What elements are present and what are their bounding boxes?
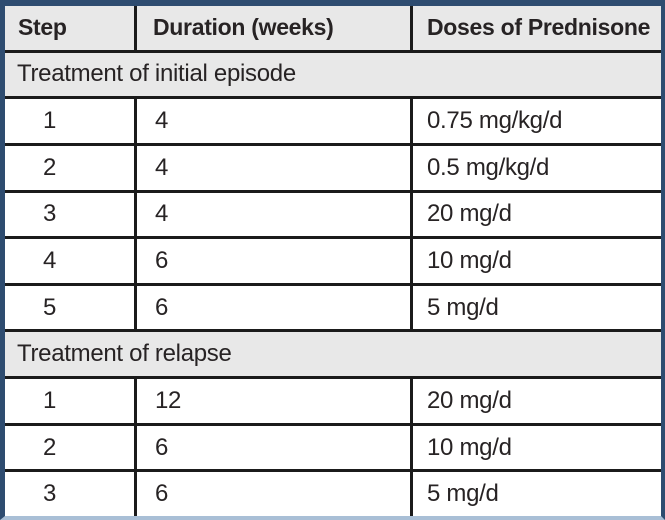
duration-cell: 6 <box>134 285 410 330</box>
table-header-row: Step Duration (weeks) Doses of Prednison… <box>5 6 661 50</box>
dose-cell: 5 mg/d <box>410 472 661 517</box>
section-title: Treatment of relapse <box>17 340 232 368</box>
table-row: 5 6 5 mg/d <box>5 282 661 330</box>
step-cell: 3 <box>43 200 57 228</box>
duration-cell: 12 <box>134 379 410 423</box>
dose-cell: 10 mg/d <box>410 425 661 470</box>
duration-cell: 6 <box>134 425 410 470</box>
step-cell: 1 <box>43 386 57 414</box>
dose-cell: 5 mg/d <box>410 285 661 330</box>
column-header-duration: Duration (weeks) <box>134 6 410 50</box>
table-row: 1 12 20 mg/d <box>5 376 661 423</box>
duration-cell: 4 <box>134 145 410 190</box>
step-cell: 3 <box>43 480 57 508</box>
step-cell: 4 <box>43 247 57 275</box>
dose-cell: 0.75 mg/kg/d <box>410 99 661 143</box>
table-row: 3 4 20 mg/d <box>5 189 661 237</box>
step-cell: 2 <box>43 433 57 461</box>
table-row: 3 6 5 mg/d <box>5 469 661 517</box>
column-header-step: Step <box>18 14 67 41</box>
duration-cell: 6 <box>134 472 410 517</box>
dose-cell: 10 mg/d <box>410 239 661 283</box>
dose-cell: 20 mg/d <box>410 192 661 237</box>
section-header-relapse: Treatment of relapse <box>5 329 661 377</box>
table-row: 1 4 0.75 mg/kg/d <box>5 96 661 143</box>
duration-cell: 6 <box>134 239 410 283</box>
section-title: Treatment of initial episode <box>17 60 296 88</box>
dose-cell: 20 mg/d <box>410 379 661 423</box>
step-cell: 2 <box>43 153 57 181</box>
dose-cell: 0.5 mg/kg/d <box>410 145 661 190</box>
table-row: 2 4 0.5 mg/kg/d <box>5 142 661 190</box>
table-row: 2 6 10 mg/d <box>5 422 661 470</box>
duration-cell: 4 <box>134 192 410 237</box>
table-row: 4 6 10 mg/d <box>5 236 661 283</box>
duration-cell: 4 <box>134 99 410 143</box>
step-cell: 5 <box>43 293 57 321</box>
column-header-doses: Doses of Prednisone <box>410 6 661 50</box>
section-header-initial-episode: Treatment of initial episode <box>5 49 661 97</box>
step-cell: 1 <box>43 107 57 135</box>
